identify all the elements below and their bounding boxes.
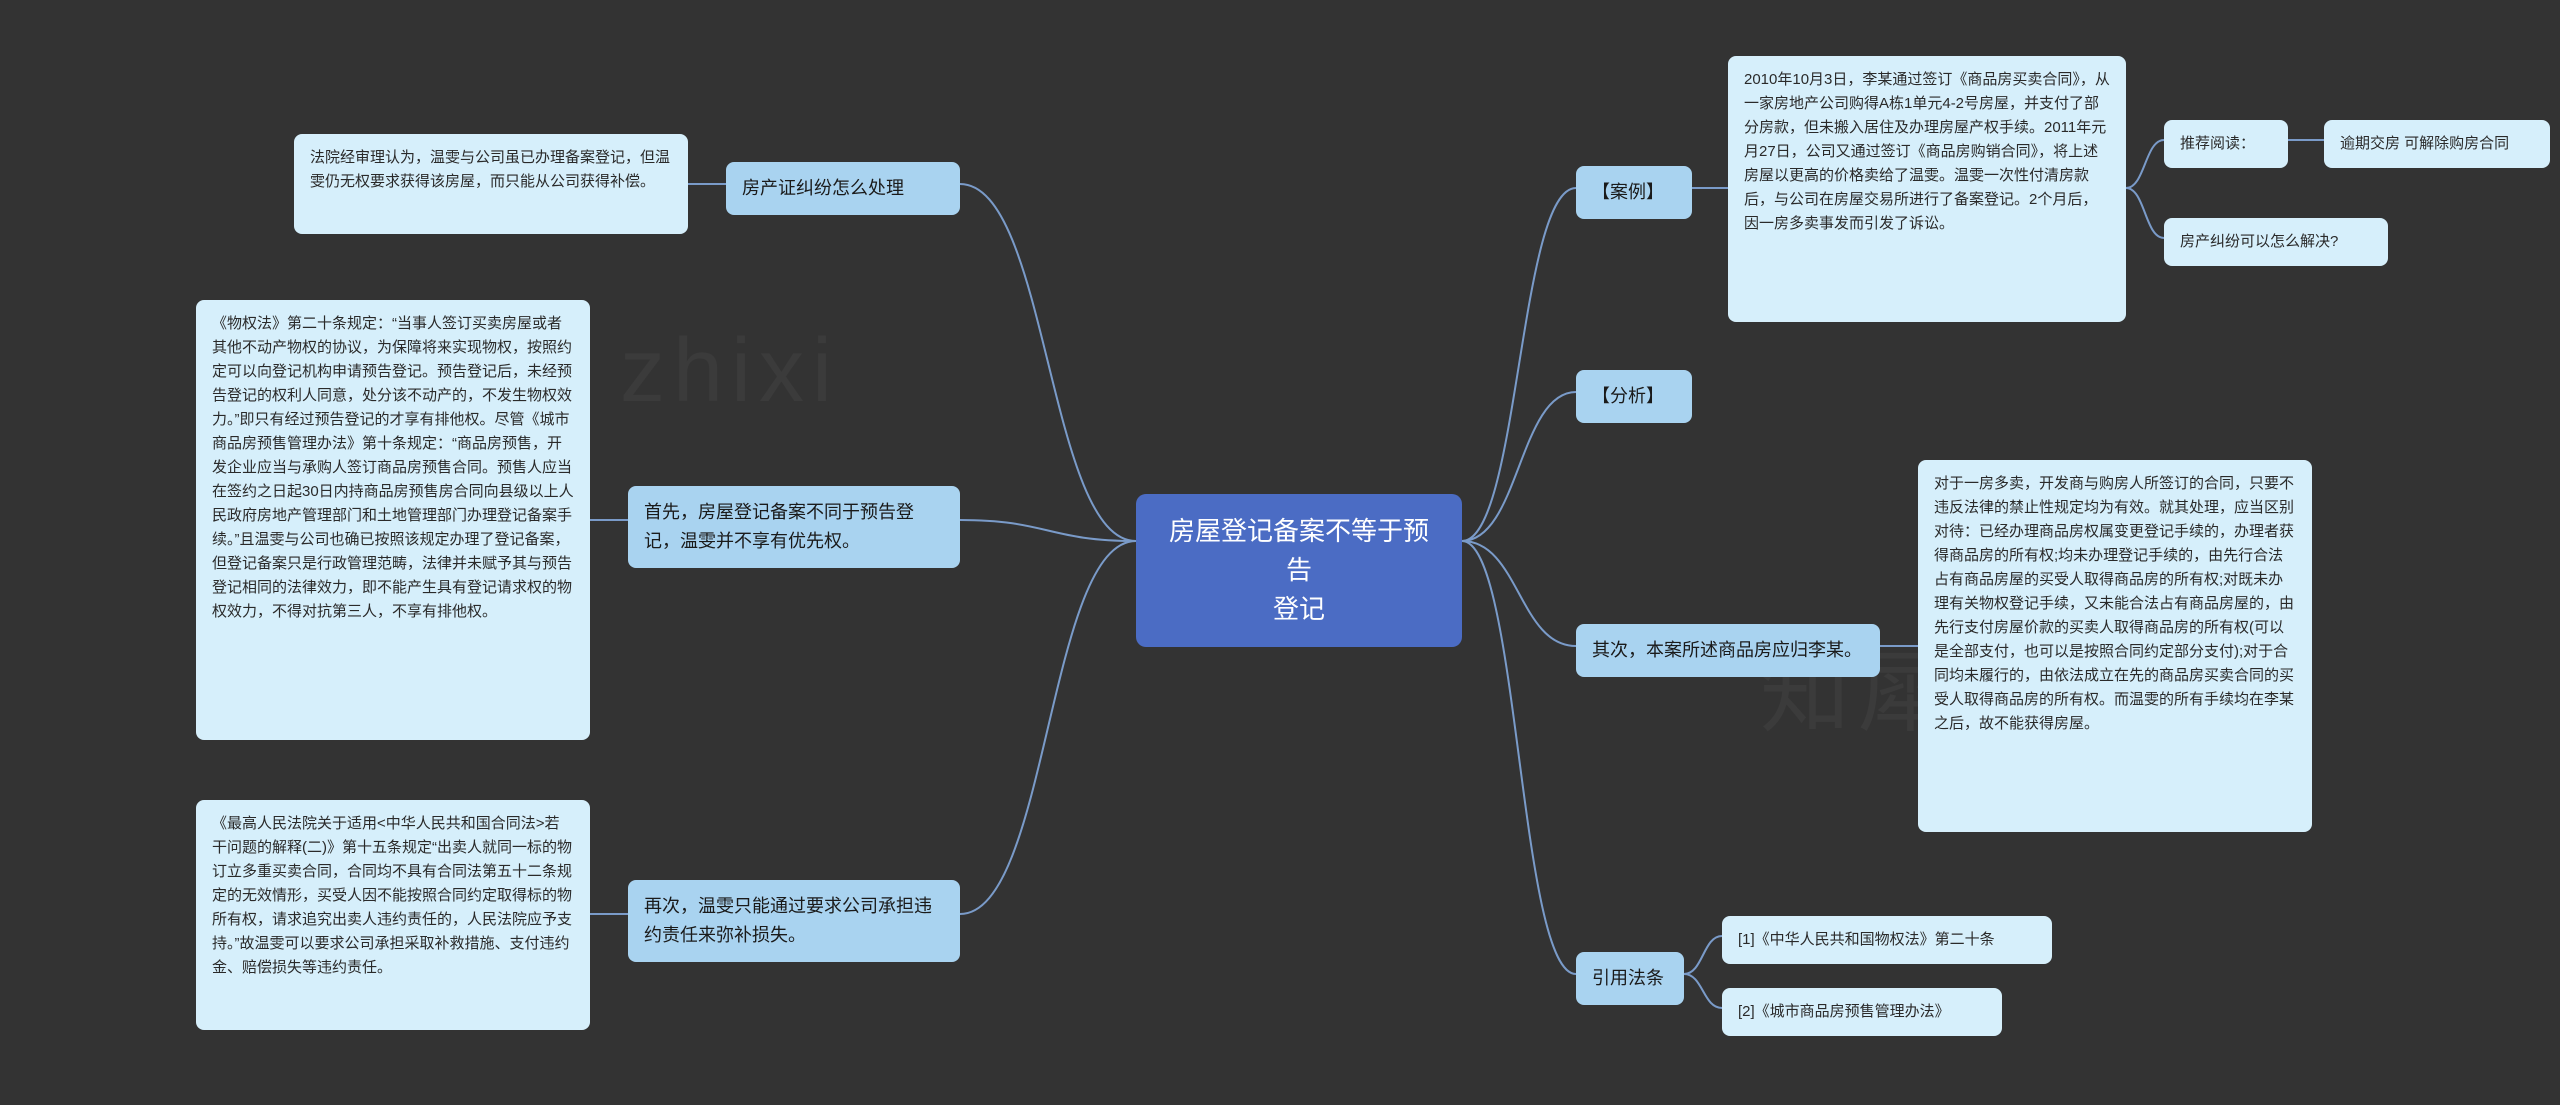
dispute-resolution-label: 房产纠纷可以怎么解决? <box>2164 218 2388 266</box>
left-branch-2-child: 《物权法》第二十条规定：“当事人签订买卖房屋或者其他不动产物权的协议，为保障将来… <box>196 300 590 740</box>
left-branch-1: 房产证纠纷怎么处理 <box>726 162 960 215</box>
citation-2: [2]《城市商品房预售管理办法》 <box>1722 988 2002 1036</box>
center-title-line1: 房屋登记备案不等于预告 <box>1160 512 1438 590</box>
left-branch-3-child: 《最高人民法院关于适用<中华人民共和国合同法>若干问题的解释(二)》第十五条规定… <box>196 800 590 1030</box>
right-branch-second: 其次，本案所述商品房应归李某。 <box>1576 624 1880 677</box>
watermark: zhixi <box>620 320 840 423</box>
right-branch-case: 【案例】 <box>1576 166 1692 219</box>
left-branch-3: 再次，温雯只能通过要求公司承担违约责任来弥补损失。 <box>628 880 960 962</box>
center-node: 房屋登记备案不等于预告 登记 <box>1136 494 1462 647</box>
left-branch-2: 首先，房屋登记备案不同于预告登记，温雯并不享有优先权。 <box>628 486 960 568</box>
right-branch-second-text: 对于一房多卖，开发商与购房人所签订的合同，只要不违反法律的禁止性规定均为有效。就… <box>1918 460 2312 832</box>
right-branch-citations: 引用法条 <box>1576 952 1684 1005</box>
right-branch-case-text: 2010年10月3日，李某通过签订《商品房买卖合同》，从一家房地产公司购得A栋1… <box>1728 56 2126 322</box>
recommended-reading-label: 推荐阅读： <box>2164 120 2288 168</box>
center-title-line2: 登记 <box>1160 590 1438 629</box>
recommended-reading-item: 逾期交房 可解除购房合同 <box>2324 120 2550 168</box>
right-branch-analysis: 【分析】 <box>1576 370 1692 423</box>
citation-1: [1]《中华人民共和国物权法》第二十条 <box>1722 916 2052 964</box>
left-branch-1-child: 法院经审理认为，温雯与公司虽已办理备案登记，但温雯仍无权要求获得该房屋，而只能从… <box>294 134 688 234</box>
